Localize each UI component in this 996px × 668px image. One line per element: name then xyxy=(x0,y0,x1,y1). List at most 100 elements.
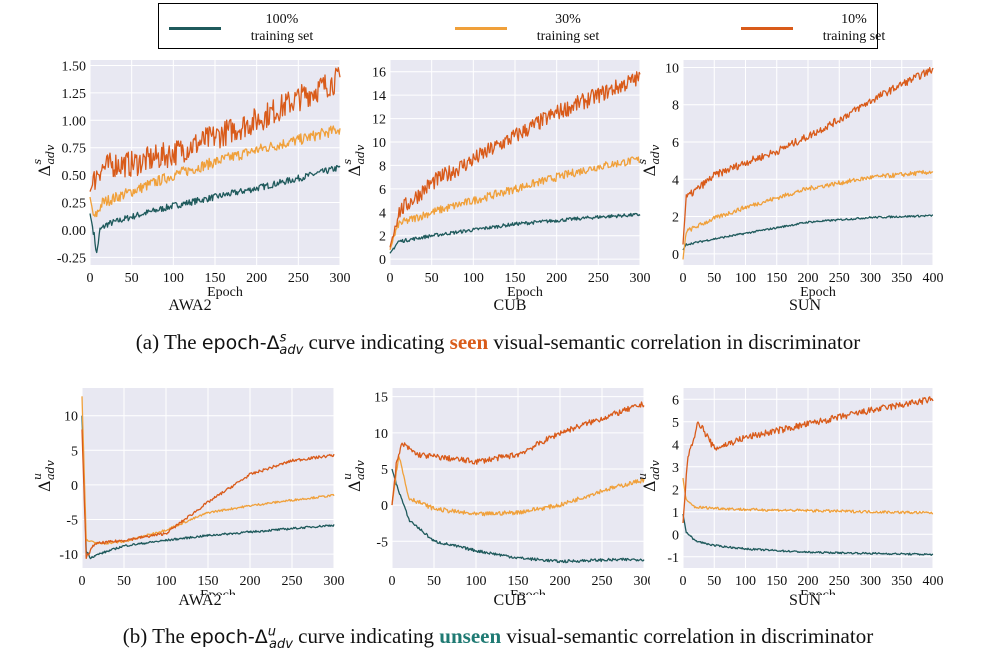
x-tick-label: 100 xyxy=(735,574,756,589)
x-tick-label: 0 xyxy=(87,271,94,286)
y-axis-label-base: Δ xyxy=(35,480,54,492)
legend-item-30: 30% training set xyxy=(455,8,635,46)
series-line-1 xyxy=(391,455,645,517)
series-line-1 xyxy=(682,169,934,260)
y-tick-label: -0.25 xyxy=(57,251,86,266)
y-axis-label-sub: adv xyxy=(649,144,662,165)
x-tick-label: 300 xyxy=(860,271,881,286)
y-axis-label-sup: s xyxy=(31,159,44,165)
series-line-2 xyxy=(682,396,934,524)
y-axis-label: Δs adv xyxy=(636,144,662,177)
y-tick-label: 10 xyxy=(64,410,78,425)
x-tick-label: 50 xyxy=(707,271,721,286)
y-tick-label: -10 xyxy=(59,548,78,563)
x-tick-label: 150 xyxy=(508,574,529,589)
x-axis-label: Epoch xyxy=(207,285,243,300)
x-tick-label: 0 xyxy=(387,271,394,286)
y-tick-label: 2 xyxy=(379,230,386,245)
series-line-2 xyxy=(682,66,934,245)
x-tick-label: 200 xyxy=(240,574,261,589)
x-tick-label: 300 xyxy=(330,271,351,286)
x-tick-label: 100 xyxy=(163,271,184,286)
y-axis-label-sub: adv xyxy=(44,459,57,480)
y-axis-label-base: Δ xyxy=(640,480,659,492)
y-tick-label: 0.50 xyxy=(62,169,87,184)
y-tick-label: 10 xyxy=(372,136,386,151)
x-tick-label: 50 xyxy=(125,271,139,286)
legend-label-10: 10% training set xyxy=(822,12,886,44)
x-tick-label: 200 xyxy=(546,271,567,286)
y-tick-label: 1.50 xyxy=(62,59,87,74)
legend: 100% training set 30% training set 10% trai… xyxy=(158,3,885,49)
x-tick-label: 350 xyxy=(891,271,912,286)
y-axis-label: Δs adv xyxy=(341,144,367,177)
y-tick-label: 0 xyxy=(71,479,78,494)
y-tick-label: 0 xyxy=(672,248,679,263)
x-tick-label: 200 xyxy=(798,574,819,589)
y-tick-label: 12 xyxy=(372,113,386,128)
series-line-0 xyxy=(391,468,645,564)
y-axis-label-sub: adv xyxy=(354,144,367,165)
chart-awa2-unseen: 0 50 100 150 200 250 300 -10 -5 0 5 10 Epoch Δuadv xyxy=(31,388,345,595)
y-axis-label-sub: adv xyxy=(354,459,367,480)
y-tick-label: 14 xyxy=(372,89,386,104)
y-axis-label-sub: adv xyxy=(649,459,662,480)
y-tick-label: 3 xyxy=(672,461,679,476)
legend-item-100: 100% training set xyxy=(169,8,349,46)
x-tick-label: 50 xyxy=(117,574,131,589)
chart-awa2-seen: 0 50 100 150 200 250 300 -0.25 0.00 0.25 0.50 0.75 1… xyxy=(31,59,351,300)
y-tick-label: 2 xyxy=(672,483,679,498)
x-tick-label: 0 xyxy=(680,574,687,589)
x-tick-label: 150 xyxy=(766,574,787,589)
series-line-1 xyxy=(81,396,335,545)
legend-label-100: 100% training set xyxy=(250,12,314,44)
y-tick-label: 5 xyxy=(381,463,388,478)
dataset-label-awa2-b: AWA2 xyxy=(178,592,222,609)
y-axis-label-base: Δ xyxy=(345,165,364,177)
x-axis-label: Epoch xyxy=(200,588,236,595)
y-tick-label: 0.25 xyxy=(62,197,87,212)
y-tick-label: 0.00 xyxy=(62,224,87,239)
y-tick-label: 6 xyxy=(672,393,679,408)
x-tick-label: 250 xyxy=(588,271,609,286)
x-tick-label: 100 xyxy=(156,574,177,589)
series-line-2 xyxy=(81,429,335,560)
y-axis-label-sup: u xyxy=(31,473,44,480)
x-tick-label: 250 xyxy=(592,574,613,589)
dataset-label-sun-b: SUN xyxy=(788,592,821,609)
legend-swatch-10 xyxy=(741,27,793,30)
series-line-1 xyxy=(389,156,641,250)
dataset-label-sun-a: SUN xyxy=(788,297,821,314)
x-tick-label: 250 xyxy=(282,574,303,589)
y-tick-label: 1 xyxy=(672,506,679,521)
highlight-seen: seen xyxy=(449,330,489,354)
dataset-label-awa2-a: AWA2 xyxy=(168,297,212,314)
x-tick-label: 250 xyxy=(829,574,850,589)
y-tick-label: -5 xyxy=(66,514,78,529)
caption-b: (b) The epoch-Δuadv curve indicating uns… xyxy=(122,624,874,652)
x-tick-label: 50 xyxy=(707,574,721,589)
x-tick-label: 300 xyxy=(630,271,651,286)
chart-sun-seen: 0 50 100 150 200 250 300 350 400 0 2 4 6 8 10 Epoch Δs ad… xyxy=(636,60,944,300)
x-axis-label: Epoch xyxy=(800,285,836,300)
x-tick-label: 0 xyxy=(79,574,86,589)
y-axis-label-base: Δ xyxy=(640,165,659,177)
x-tick-label: 100 xyxy=(466,574,487,589)
y-axis-label-sup: u xyxy=(341,473,354,480)
y-tick-label: 10 xyxy=(665,61,679,76)
y-axis-label-sup: u xyxy=(636,473,649,480)
x-tick-label: 50 xyxy=(425,271,439,286)
x-tick-label: 300 xyxy=(324,574,345,589)
x-tick-label: 250 xyxy=(288,271,309,286)
y-axis-label-base: Δ xyxy=(35,165,54,177)
x-tick-label: 150 xyxy=(205,271,226,286)
y-tick-label: 15 xyxy=(374,391,388,406)
x-tick-label: 200 xyxy=(246,271,267,286)
y-tick-label: 1.00 xyxy=(62,114,87,129)
x-axis-label: Epoch xyxy=(507,285,543,300)
dataset-label-cub-a: CUB xyxy=(493,297,527,314)
y-axis-label-sub: adv xyxy=(44,144,57,165)
y-axis-label: Δu adv xyxy=(636,459,662,492)
